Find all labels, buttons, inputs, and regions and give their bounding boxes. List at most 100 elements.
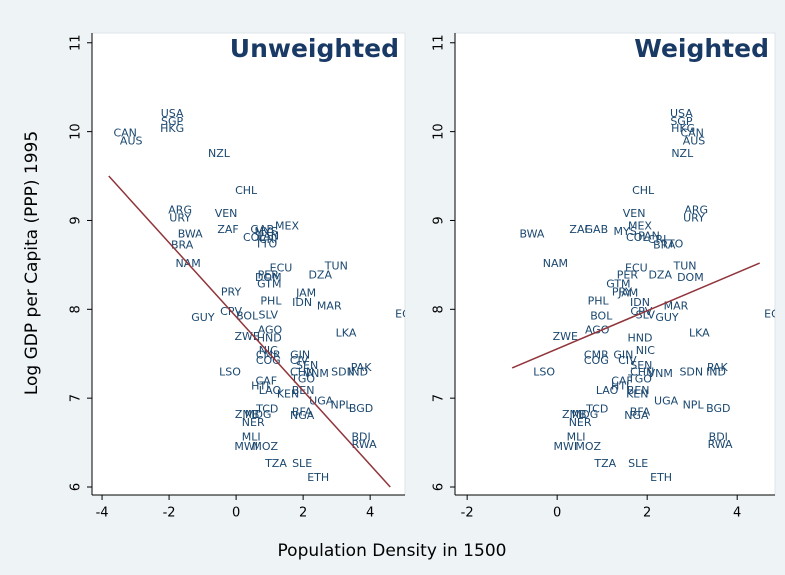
point-label: GTM xyxy=(257,277,281,290)
plot-area xyxy=(454,32,776,496)
point-label: MDG xyxy=(245,408,272,421)
point-label: GUY xyxy=(191,311,215,324)
point-label: GTM xyxy=(606,277,630,290)
point-label: COL xyxy=(243,231,266,244)
point-label: ECU xyxy=(625,261,648,274)
point-label: UGA xyxy=(654,395,679,408)
point-label: BRA xyxy=(653,238,676,251)
point-label: USA xyxy=(670,107,693,120)
point-label: SGP xyxy=(670,115,693,128)
point-label: MLI xyxy=(567,430,586,443)
point-label: PRY xyxy=(221,285,242,298)
point-label: BWA xyxy=(178,228,203,241)
point-label: CHL xyxy=(235,184,258,197)
point-label: HKG xyxy=(160,122,184,135)
point-label: DZA xyxy=(308,269,332,282)
point-label: BDI xyxy=(351,430,370,443)
point-label: ZWE xyxy=(553,330,578,343)
point-label: MDG xyxy=(572,408,599,421)
x-tick-label: 2 xyxy=(643,506,651,521)
point-label: SEN xyxy=(630,359,652,372)
point-label: USA xyxy=(161,107,184,120)
point-label: EGY xyxy=(764,308,785,321)
point-label: NZL xyxy=(671,147,694,160)
x-tick-label: -2 xyxy=(461,506,474,521)
point-label: SGP xyxy=(161,115,184,128)
point-label: ETH xyxy=(650,471,672,484)
point-label: SLE xyxy=(292,457,312,470)
point-label: PER xyxy=(617,269,639,282)
point-label: GUY xyxy=(655,311,679,324)
point-label: GAB xyxy=(585,223,609,236)
point-label: TZA xyxy=(593,457,616,470)
point-label: EGY xyxy=(395,308,417,321)
point-label: BDI xyxy=(709,430,728,443)
point-label: LAO xyxy=(259,384,282,397)
point-label: RWA xyxy=(708,438,733,451)
point-label: COL xyxy=(626,231,649,244)
point-label: CAN xyxy=(680,126,703,139)
point-label: MAR xyxy=(317,300,342,313)
y-tick-label: 7 xyxy=(432,394,447,402)
point-label: CRI xyxy=(648,233,667,246)
point-label: RWA xyxy=(352,438,377,451)
point-label: COG xyxy=(256,354,281,367)
point-label: TGO xyxy=(290,373,315,386)
point-label: CRI xyxy=(259,233,278,246)
point-label: HND xyxy=(257,332,282,345)
y-tick-label: 7 xyxy=(69,394,84,402)
point-label: MEX xyxy=(275,220,299,233)
x-axis-label: Population Density in 1500 xyxy=(278,541,507,561)
point-label: BOL xyxy=(590,309,613,322)
point-label: MOZ xyxy=(575,440,601,453)
point-label: PRY xyxy=(612,285,633,298)
point-label: NGA xyxy=(290,409,315,422)
point-label: HND xyxy=(627,332,652,345)
point-label: CHN xyxy=(290,365,314,378)
point-label: NGA xyxy=(624,409,649,422)
point-label: BFA xyxy=(292,405,313,418)
point-label: CHL xyxy=(632,184,655,197)
x-tick-label: 4 xyxy=(366,506,374,521)
x-tick-label: 0 xyxy=(553,506,561,521)
point-label: LKA xyxy=(689,326,710,339)
point-label: HTI xyxy=(611,380,629,393)
point-label: PHL xyxy=(260,294,282,307)
point-label: LKA xyxy=(336,326,357,339)
point-label: BGD xyxy=(706,402,730,415)
point-label: BRA xyxy=(171,238,194,251)
point-label: AUS xyxy=(683,134,706,147)
point-label: GIN xyxy=(290,349,310,362)
point-label: VEN xyxy=(215,207,238,220)
point-label: CIV xyxy=(618,354,637,367)
point-label: COG xyxy=(584,354,609,367)
point-label: HKG xyxy=(671,122,695,135)
point-label: ARG xyxy=(684,204,708,217)
fit-line xyxy=(511,262,760,369)
point-label: SEN xyxy=(296,359,318,372)
point-label: LSO xyxy=(219,365,241,378)
point-label: IDN xyxy=(630,296,650,309)
point-label: ZMB xyxy=(235,408,260,421)
plot-area xyxy=(91,32,406,496)
point-label: TZA xyxy=(264,457,287,470)
point-label: VNM xyxy=(648,367,673,380)
y-tick-label: 10 xyxy=(69,123,84,140)
point-label: URY xyxy=(683,212,705,225)
point-label: VEN xyxy=(623,207,646,220)
point-label: SLE xyxy=(628,457,648,470)
point-label: BOL xyxy=(236,309,259,322)
point-label: CHN xyxy=(630,365,654,378)
point-label: NPL xyxy=(683,398,705,411)
point-label: AGO xyxy=(585,324,610,337)
point-label: NIC xyxy=(636,344,655,357)
point-label: MAR xyxy=(664,300,689,313)
point-label: TUN xyxy=(672,260,696,273)
point-label: DOM xyxy=(677,271,704,284)
point-label: LSO xyxy=(533,365,555,378)
point-label: PAN xyxy=(257,229,279,242)
point-label: MLI xyxy=(242,430,261,443)
point-label: PAK xyxy=(707,361,728,374)
